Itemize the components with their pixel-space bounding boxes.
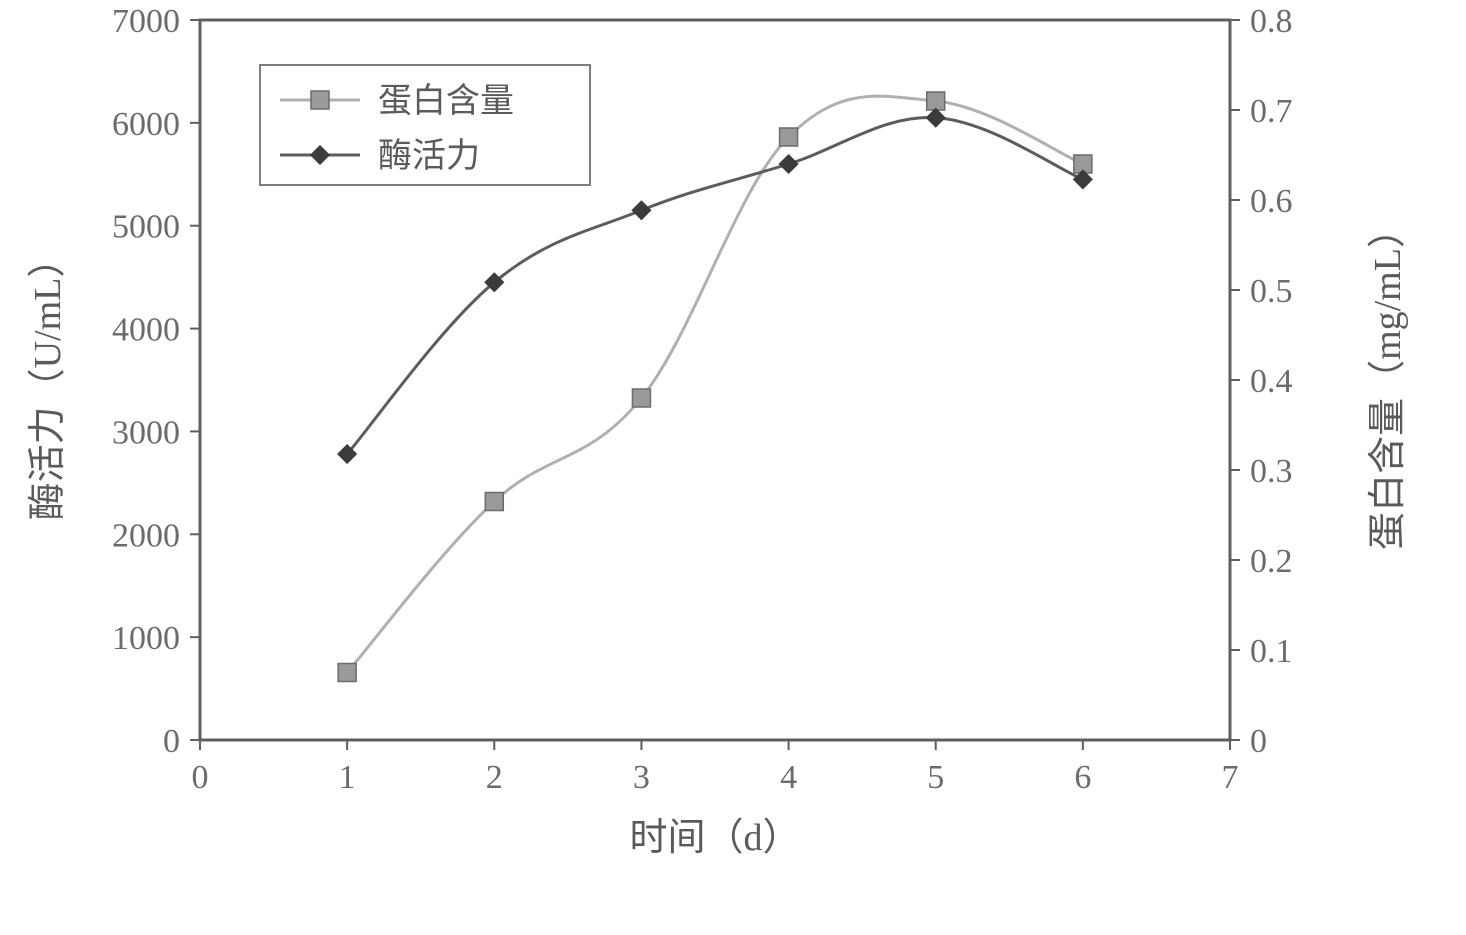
y-right-tick-label: 0.8 [1250,3,1293,40]
y-right-tick-label: 0.6 [1250,183,1293,220]
y-left-tick-label: 5000 [112,209,180,246]
y-right-title: 蛋白含量（mg/mL） [1367,210,1409,550]
x-tick-label: 5 [927,759,944,796]
square-marker [632,389,650,407]
y-right-tick-label: 0.2 [1250,543,1293,580]
y-right-tick-label: 0.3 [1250,453,1293,490]
x-tick-label: 4 [780,759,797,796]
y-left-title-group: 酶活力（U/mL） [27,240,69,521]
square-marker [927,92,945,110]
square-marker [485,493,503,511]
y-right-tick-label: 0 [1250,723,1267,760]
y-right-tick-label: 0.4 [1250,363,1293,400]
y-right-title-group: 蛋白含量（mg/mL） [1367,210,1409,550]
square-marker [338,664,356,682]
x-tick-label: 0 [192,759,209,796]
dual-axis-line-chart: 0 1 2 3 4 5 6 7 时间（d） 0 1000 2000 3000 4000 5000 6000 70… [0,0,1466,935]
x-tick-label: 6 [1074,759,1091,796]
legend-label: 酶活力 [378,137,480,175]
y-left-tick-label: 1000 [112,620,180,657]
y-left-tick-label: 0 [163,723,180,760]
y-left-tick-label: 7000 [112,3,180,40]
y-right-tick-label: 0.7 [1250,93,1293,130]
x-tick-label: 7 [1222,759,1239,796]
chart-container: 0 1 2 3 4 5 6 7 时间（d） 0 1000 2000 3000 4000 5000 6000 70… [0,0,1466,935]
legend-label: 蛋白含量 [378,82,514,120]
square-marker [780,128,798,146]
x-tick-label: 2 [486,759,503,796]
x-tick-label: 3 [633,759,650,796]
y-left-title: 酶活力（U/mL） [27,240,69,521]
square-marker [311,91,329,109]
y-left-tick-label: 6000 [112,106,180,143]
x-axis-title: 时间（d） [629,817,800,859]
y-left-tick-label: 3000 [112,414,180,451]
y-right-tick-label: 0.1 [1250,633,1293,670]
y-right-tick-label: 0.5 [1250,273,1293,310]
x-tick-label: 1 [339,759,356,796]
y-left-tick-label: 2000 [112,517,180,554]
y-left-tick-label: 4000 [112,312,180,349]
